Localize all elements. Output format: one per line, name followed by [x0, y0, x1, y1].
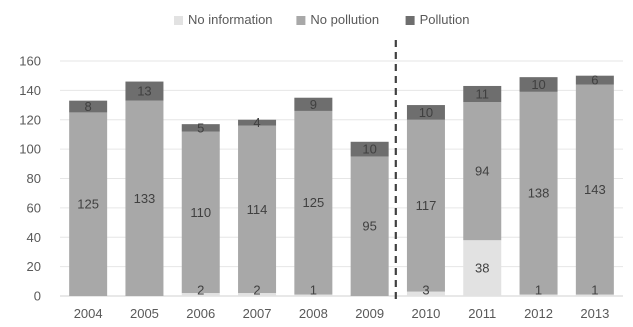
data-label: 2 — [253, 283, 260, 298]
legend-label: Pollution — [420, 12, 470, 27]
data-label: 143 — [584, 182, 606, 197]
bar-segment — [69, 100, 108, 113]
data-label: 8 — [85, 99, 92, 114]
bar-segment — [575, 75, 614, 85]
data-label: 125 — [77, 197, 99, 212]
data-label: 6 — [591, 73, 598, 88]
x-tick-label: 2005 — [130, 306, 159, 321]
x-tick-label: 2013 — [580, 306, 609, 321]
data-label: 13 — [137, 84, 151, 99]
bar-segment — [350, 156, 389, 296]
data-label: 94 — [475, 164, 489, 179]
legend-swatch — [174, 16, 183, 25]
data-labels: 1258133132110521144112599510311710389411… — [77, 73, 605, 298]
bar-segment — [519, 77, 558, 92]
data-label: 3 — [422, 283, 429, 298]
bar-segment — [294, 97, 333, 111]
data-label: 1 — [591, 283, 598, 298]
y-axis: 0 20 40 60 80 100 120 140 160 — [19, 54, 41, 304]
y-tick-label: 0 — [34, 289, 41, 304]
bar-segment — [238, 119, 277, 126]
y-tick-label: 60 — [27, 200, 41, 215]
data-label: 117 — [416, 198, 437, 213]
data-label: 133 — [134, 191, 156, 206]
bar-segment — [238, 125, 277, 294]
legend: No information No pollution Pollution — [174, 12, 469, 27]
y-tick-label: 20 — [27, 259, 41, 274]
data-label: 5 — [197, 120, 204, 135]
x-tick-label: 2006 — [186, 306, 215, 321]
legend-swatch — [405, 16, 415, 25]
x-tick-label: 2009 — [355, 306, 384, 321]
bar-segment — [181, 131, 220, 294]
data-label: 2 — [197, 283, 204, 298]
bar-segment — [350, 141, 389, 157]
legend-label: No information — [188, 12, 273, 27]
bar-segment — [238, 293, 277, 296]
data-label: 110 — [190, 205, 211, 220]
x-tick-label: 2012 — [524, 306, 553, 321]
y-tick-label: 120 — [19, 112, 41, 127]
data-label: 1 — [310, 283, 317, 298]
y-tick-label: 160 — [19, 54, 41, 69]
data-label: 10 — [362, 142, 376, 157]
bar-segment — [294, 110, 333, 295]
y-tick-label: 140 — [19, 83, 41, 98]
bar-segment — [406, 291, 445, 296]
x-tick-label: 2011 — [468, 306, 496, 321]
bars — [69, 75, 614, 296]
data-label: 38 — [475, 261, 489, 276]
data-label: 4 — [253, 115, 260, 130]
data-label: 114 — [247, 202, 268, 217]
y-tick-label: 80 — [27, 171, 41, 186]
bar-segment — [125, 81, 164, 101]
y-tick-label: 40 — [27, 230, 41, 245]
x-tick-label: 2007 — [243, 306, 272, 321]
data-label: 10 — [531, 77, 545, 92]
bar-segment — [519, 91, 558, 295]
legend-swatch — [296, 16, 306, 25]
bar-segment — [406, 105, 445, 120]
x-tick-label: 2004 — [74, 306, 103, 321]
bar-segment — [575, 294, 614, 296]
x-tick-label: 2008 — [299, 306, 328, 321]
data-label: 11 — [476, 87, 490, 102]
bar-segment — [406, 119, 445, 292]
bar-segment — [519, 294, 558, 296]
x-axis: 2004 2005 2006 2007 2008 2009 2010 2011 2012 2013 — [74, 306, 610, 321]
bar-segment — [181, 124, 220, 132]
bar-segment — [463, 102, 502, 241]
bar-segment — [575, 84, 614, 295]
bar-segment — [463, 85, 502, 103]
bar-segment — [69, 112, 108, 296]
data-label: 1 — [535, 283, 542, 298]
data-label: 95 — [362, 219, 376, 234]
data-label: 125 — [302, 195, 324, 210]
legend-label: No pollution — [310, 12, 379, 27]
y-tick-label: 100 — [19, 142, 41, 157]
data-label: 9 — [310, 97, 317, 112]
bar-segment — [181, 293, 220, 296]
data-label: 10 — [419, 105, 433, 120]
bar-segment — [463, 240, 502, 296]
x-tick-label: 2010 — [411, 306, 440, 321]
data-label: 138 — [528, 186, 550, 201]
bar-segment — [125, 100, 164, 296]
bar-segment — [294, 294, 333, 296]
